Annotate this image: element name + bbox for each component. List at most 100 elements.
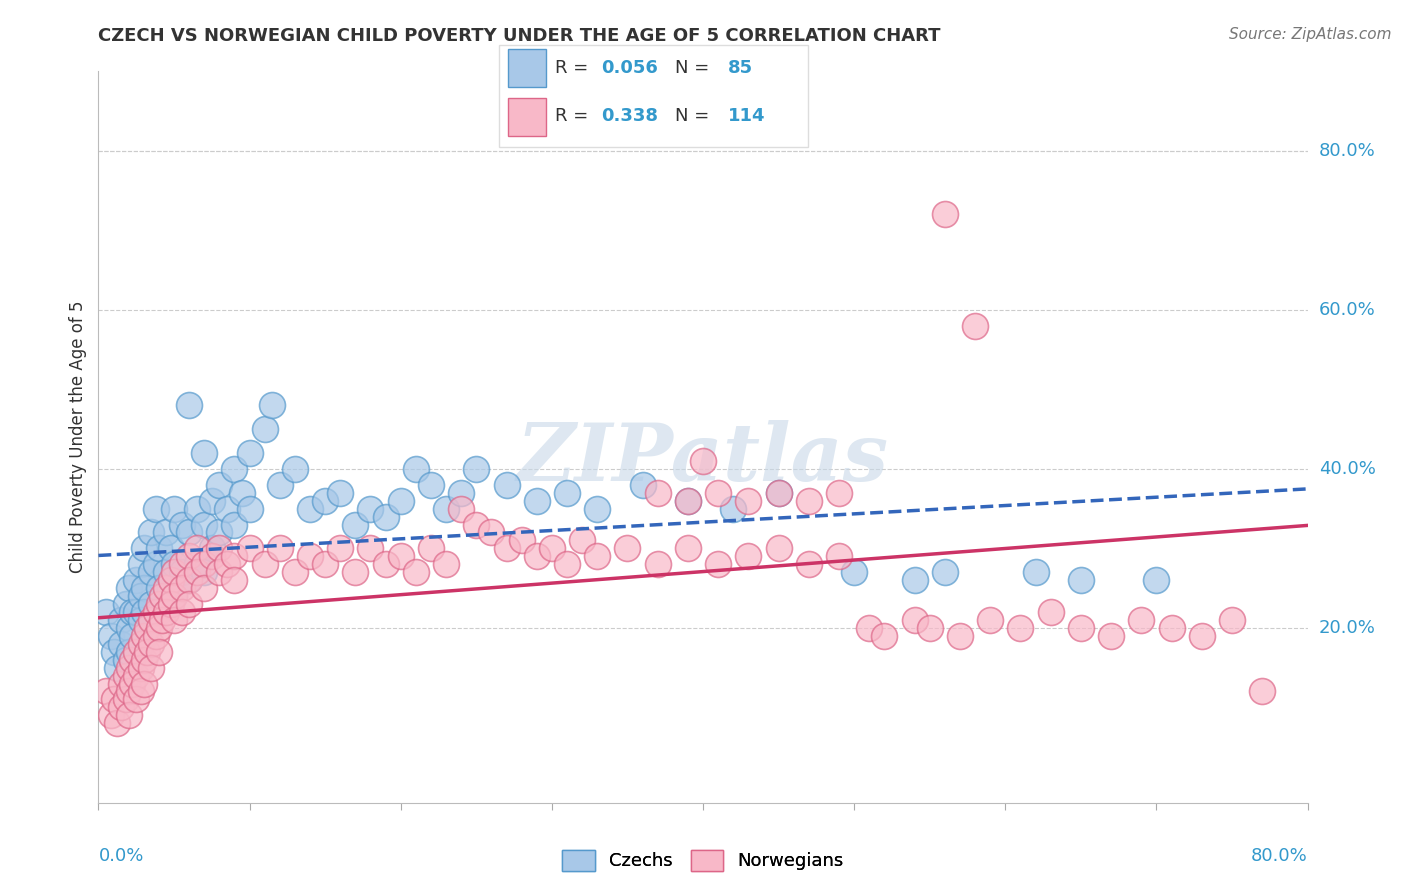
Point: [586, 549, 609, 564]
Point: [118, 684, 141, 698]
Point: [177, 597, 201, 611]
Y-axis label: Child Poverty Under the Age of 5: Child Poverty Under the Age of 5: [69, 301, 87, 574]
Point: [105, 660, 128, 674]
Point: [844, 566, 866, 580]
Point: [918, 621, 941, 635]
Point: [155, 566, 177, 580]
Point: [360, 501, 382, 516]
Point: [155, 605, 177, 619]
Point: [465, 462, 488, 476]
Text: 0.0%: 0.0%: [98, 847, 143, 864]
Point: [481, 525, 503, 540]
Point: [949, 629, 972, 643]
Point: [1070, 621, 1092, 635]
Point: [224, 462, 246, 476]
Point: [148, 581, 170, 595]
Point: [979, 613, 1001, 627]
Point: [121, 629, 143, 643]
Point: [110, 637, 132, 651]
Point: [299, 501, 322, 516]
Point: [132, 541, 155, 556]
Point: [768, 541, 790, 556]
Point: [721, 501, 744, 516]
Point: [125, 573, 148, 587]
Point: [299, 549, 322, 564]
Point: [647, 558, 669, 572]
Point: [201, 549, 224, 564]
Point: [360, 541, 382, 556]
Point: [284, 566, 307, 580]
Point: [141, 525, 163, 540]
Point: [100, 708, 122, 723]
Point: [141, 660, 163, 674]
Point: [125, 692, 148, 706]
Point: [1070, 573, 1092, 587]
Point: [495, 477, 517, 491]
Point: [269, 541, 291, 556]
Text: 80.0%: 80.0%: [1319, 142, 1375, 160]
Point: [186, 566, 208, 580]
Point: [314, 493, 336, 508]
Point: [201, 541, 224, 556]
Point: [110, 676, 132, 690]
Point: [163, 501, 186, 516]
Point: [1144, 573, 1167, 587]
Point: [121, 676, 143, 690]
Point: [105, 716, 128, 731]
Point: [118, 621, 141, 635]
Point: [269, 477, 291, 491]
Point: [374, 558, 396, 572]
Point: [647, 485, 669, 500]
Point: [253, 422, 276, 436]
Point: [132, 653, 155, 667]
Point: [94, 684, 117, 698]
Point: [329, 485, 352, 500]
Point: [676, 541, 699, 556]
Point: [1160, 621, 1182, 635]
Point: [177, 525, 201, 540]
Point: [934, 566, 956, 580]
Point: [150, 613, 173, 627]
Point: [1039, 605, 1062, 619]
Point: [177, 573, 201, 587]
Point: [129, 589, 152, 603]
Text: 0.056: 0.056: [602, 59, 658, 77]
Point: [224, 573, 246, 587]
Point: [135, 621, 157, 635]
Point: [737, 549, 759, 564]
Point: [314, 558, 336, 572]
Point: [125, 645, 148, 659]
FancyBboxPatch shape: [499, 45, 808, 147]
Point: [707, 558, 730, 572]
Point: [163, 558, 186, 572]
Point: [148, 597, 170, 611]
Point: [201, 493, 224, 508]
Point: [129, 558, 152, 572]
Point: [208, 566, 231, 580]
Point: [193, 581, 215, 595]
Point: [873, 629, 896, 643]
Point: [631, 477, 654, 491]
Point: [344, 517, 367, 532]
Point: [94, 605, 117, 619]
Point: [450, 485, 472, 500]
Point: [129, 613, 152, 627]
Point: [141, 597, 163, 611]
Text: R =: R =: [555, 107, 593, 126]
Point: [186, 501, 208, 516]
Point: [1130, 613, 1153, 627]
Point: [495, 541, 517, 556]
Point: [155, 525, 177, 540]
Point: [114, 653, 136, 667]
Point: [374, 509, 396, 524]
Point: [616, 541, 638, 556]
Point: [148, 621, 170, 635]
Point: [224, 549, 246, 564]
Point: [510, 533, 533, 548]
Point: [118, 660, 141, 674]
Point: [125, 668, 148, 682]
Point: [114, 668, 136, 682]
Point: [676, 493, 699, 508]
Point: [540, 541, 562, 556]
Point: [100, 629, 122, 643]
